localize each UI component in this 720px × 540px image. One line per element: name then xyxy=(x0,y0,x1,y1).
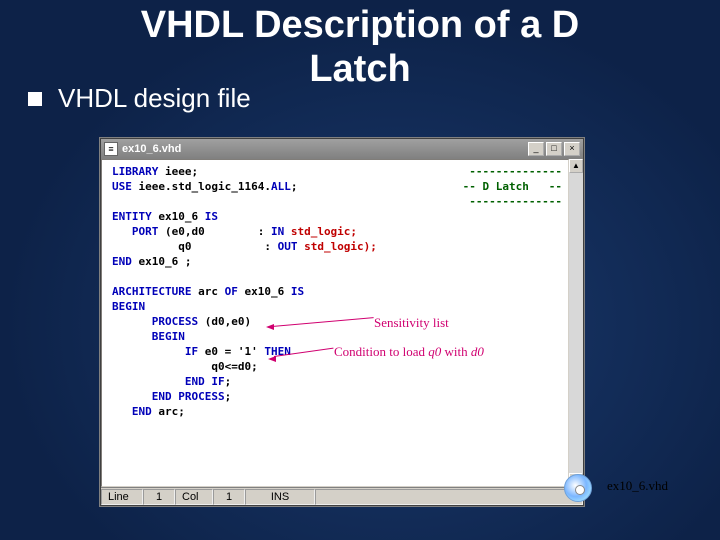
kw-in: IN xyxy=(271,225,284,238)
disc-icon xyxy=(564,474,592,502)
kw-of: OF xyxy=(225,285,238,298)
comment: -- D Latch -- xyxy=(463,179,562,194)
scroll-up-icon[interactable]: ▲ xyxy=(569,159,583,173)
file-icon: ≡ xyxy=(104,142,118,156)
vertical-scrollbar[interactable]: ▲ ▼ xyxy=(569,159,583,487)
code-text: q0<=d0; xyxy=(112,360,258,373)
anno-text: with xyxy=(441,344,471,359)
close-button[interactable]: × xyxy=(564,142,580,156)
code-text: (d0,e0) xyxy=(198,315,251,328)
code-text: ieee; xyxy=(158,165,198,178)
kw-if: IF xyxy=(112,345,198,358)
code-text: ex10_6 ; xyxy=(132,255,192,268)
kw-entity: ENTITY xyxy=(112,210,152,223)
kw-architecture: ARCHITECTURE xyxy=(112,285,191,298)
code-text: ; xyxy=(225,375,232,388)
kw-is: IS xyxy=(291,285,304,298)
kw-is: IS xyxy=(205,210,218,223)
kw-out: OUT xyxy=(278,240,298,253)
title-line1: VHDL Description of a D xyxy=(141,4,579,46)
arrowhead-sensitivity xyxy=(266,324,274,330)
kw-port: PORT xyxy=(112,225,158,238)
kw-endif: END IF xyxy=(112,375,225,388)
annotation-condition: Condition to load q0 with d0 xyxy=(334,344,484,359)
kw-process: PROCESS xyxy=(112,315,198,328)
anno-var: q0 xyxy=(428,344,441,359)
slide-title: VHDL Description of a D Latch xyxy=(0,0,720,91)
kw-endprocess: END PROCESS xyxy=(112,390,225,403)
bullet-text: VHDL design file xyxy=(58,83,251,114)
editor-window: ≡ ex10_6.vhd _ □ × LIBRARY ieee; --------… xyxy=(100,138,584,506)
code-editor[interactable]: LIBRARY ieee; -------------- USE ieee.std… xyxy=(101,159,569,487)
window-buttons: _ □ × xyxy=(528,142,580,156)
anno-var: d0 xyxy=(471,344,484,359)
code-text: ; xyxy=(291,180,298,193)
title-line2: Latch xyxy=(309,48,410,90)
minimize-button[interactable]: _ xyxy=(528,142,544,156)
kw-library: LIBRARY xyxy=(112,165,158,178)
kw-begin: BEGIN xyxy=(112,330,185,343)
kw-begin: BEGIN xyxy=(112,300,145,313)
code-text: q0 : xyxy=(112,240,278,253)
statusbar: Line 1 Col 1 INS xyxy=(101,487,583,505)
status-spacer xyxy=(315,489,583,505)
status-line-label: Line xyxy=(101,489,143,505)
code-text: ex10_6 xyxy=(152,210,205,223)
anno-text: Condition to load xyxy=(334,344,428,359)
disc-label: ex10_6.vhd xyxy=(607,478,668,494)
code-text: arc; xyxy=(152,405,185,418)
comment: -------------- xyxy=(469,164,562,179)
status-col-label: Col xyxy=(175,489,213,505)
code-text: e0 = '1' xyxy=(198,345,264,358)
status-mode: INS xyxy=(245,489,315,505)
titlebar[interactable]: ≡ ex10_6.vhd _ □ × xyxy=(101,139,583,159)
code-text: ex10_6 xyxy=(238,285,291,298)
type-text: std_logic); xyxy=(297,240,376,253)
type-text: std_logic; xyxy=(284,225,357,238)
comment: -------------- xyxy=(469,194,562,209)
kw-end: END xyxy=(112,405,152,418)
kw-all: ALL xyxy=(271,180,291,193)
annotation-sensitivity: Sensitivity list xyxy=(374,315,449,330)
status-line-value: 1 xyxy=(143,489,175,505)
bullet-icon xyxy=(28,92,42,106)
kw-use: USE xyxy=(112,180,132,193)
arrowhead-condition xyxy=(268,356,276,362)
code-text: ieee.std_logic_1164. xyxy=(132,180,271,193)
code-text: (e0,d0 : xyxy=(158,225,271,238)
kw-end: END xyxy=(112,255,132,268)
code-text: ; xyxy=(225,390,232,403)
maximize-button[interactable]: □ xyxy=(546,142,562,156)
code-text: arc xyxy=(191,285,224,298)
status-col-value: 1 xyxy=(213,489,245,505)
window-title: ex10_6.vhd xyxy=(122,143,524,155)
